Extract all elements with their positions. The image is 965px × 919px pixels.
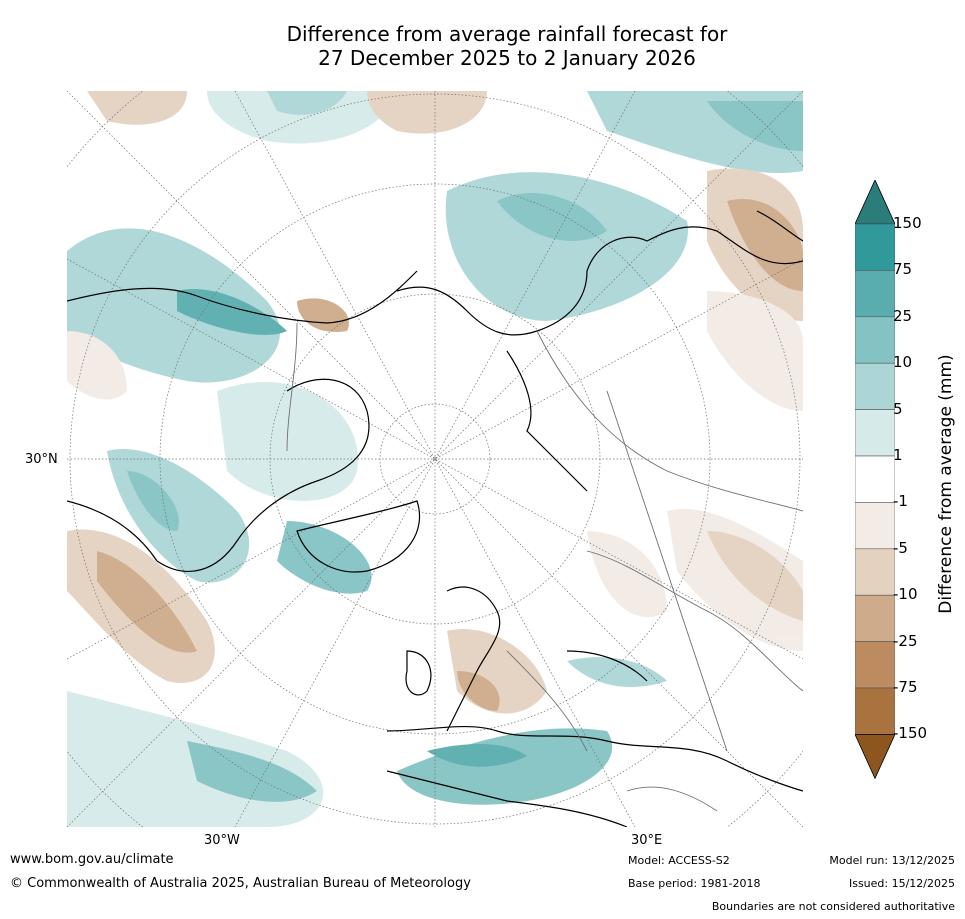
border-central-asia — [586, 550, 803, 692]
lat-circle-40 — [159, 183, 711, 735]
colorbar-swatch-5 — [855, 409, 895, 457]
border-russia-south — [536, 330, 803, 512]
lon-label-30w: 30°W — [204, 833, 240, 848]
dry-region-arctic-pacific — [367, 91, 487, 134]
coast-british-isles — [405, 650, 432, 696]
colorbar-tick-label: -75 — [893, 678, 918, 696]
coast-alaska — [67, 270, 418, 324]
coast-scandinavia — [446, 586, 501, 732]
border-europe — [506, 650, 588, 752]
coast-black-sea — [566, 650, 648, 682]
coast-hudson — [67, 500, 158, 562]
colorbar-swatch-10 — [855, 641, 895, 689]
footer-model: Model: ACCESS-S2 — [628, 854, 730, 867]
title-line-1: Difference from average rainfall forecas… — [286, 22, 728, 46]
colorbar-tick-label: -150 — [893, 724, 928, 743]
colorbar-swatch-3 — [855, 316, 895, 364]
colorbar-tick-label: 10 — [893, 353, 913, 372]
coast-canada-arctic — [156, 378, 370, 572]
footer-model-run: Model run: 13/12/2025 — [829, 854, 955, 867]
colorbar-swatch-6 — [855, 455, 895, 503]
colorbar-tick-label: 75 — [893, 260, 913, 279]
footer-copyright: © Commonwealth of Australia 2025, Austra… — [10, 876, 471, 891]
colorbar-swatch-4 — [855, 362, 895, 410]
chart-title: Difference from average rainfall forecas… — [0, 22, 965, 70]
colorbar-swatch-7 — [855, 502, 895, 550]
border-alaska-canada — [286, 322, 298, 452]
coast-siberia — [396, 226, 803, 336]
footer-url[interactable]: www.bom.gov.au/climate — [10, 852, 174, 867]
lat-label-30n: 30°N — [25, 452, 58, 467]
wet-region-north-pacific — [67, 228, 280, 383]
map-svg — [67, 91, 803, 827]
colorbar-swatch-8 — [855, 548, 895, 596]
coast-greenland — [296, 500, 421, 573]
border-russia-west — [606, 390, 728, 752]
coast-russia-arctic — [506, 350, 588, 492]
country-borders — [286, 322, 803, 812]
colorbar — [855, 180, 895, 780]
coast-far-east — [756, 210, 803, 242]
colorbar-tick-label: 1 — [893, 446, 903, 464]
coast-africa-north — [386, 770, 628, 827]
neutral-arctic — [357, 339, 507, 497]
colorbar-title: Difference from average (mm) — [936, 354, 956, 614]
graticule — [67, 91, 803, 827]
colorbar-extend-low — [855, 734, 895, 780]
colorbar-tick-label: 5 — [893, 399, 903, 418]
wet-region-mediterranean — [397, 728, 613, 805]
lon-label-30e: 30°E — [631, 833, 663, 848]
colorbar-tick-label: -5 — [893, 538, 908, 557]
colorbar-swatches — [855, 180, 895, 780]
colorbar-swatch-11 — [855, 687, 895, 735]
colorbar-tick-label: 25 — [893, 306, 913, 325]
colorbar-tick-label: 150 — [893, 214, 922, 232]
colorbar-swatch-1 — [855, 223, 895, 271]
title-line-2: 27 December 2025 to 2 January 2026 — [318, 46, 696, 70]
footer-issued: Issued: 15/12/2025 — [848, 877, 955, 890]
colorbar-swatch-2 — [855, 270, 895, 318]
footer-disclaimer: Boundaries are not considered authoritat… — [711, 900, 955, 913]
colorbar-swatch-9 — [855, 594, 895, 642]
colorbar-tick-label: -1 — [893, 492, 908, 511]
colorbar-tick-label: -25 — [893, 631, 918, 650]
colorbar-extend-high — [855, 180, 895, 225]
colorbar-tick-label: -10 — [893, 585, 918, 604]
coast-europe-south — [386, 725, 803, 792]
coastlines — [67, 210, 803, 827]
footer-base-period: Base period: 1981-2018 — [628, 877, 761, 890]
wet-region-alaska-coast — [177, 289, 287, 335]
anomaly-shading — [67, 91, 803, 827]
border-middle-east — [626, 786, 718, 812]
rainfall-anomaly-map — [67, 91, 803, 827]
